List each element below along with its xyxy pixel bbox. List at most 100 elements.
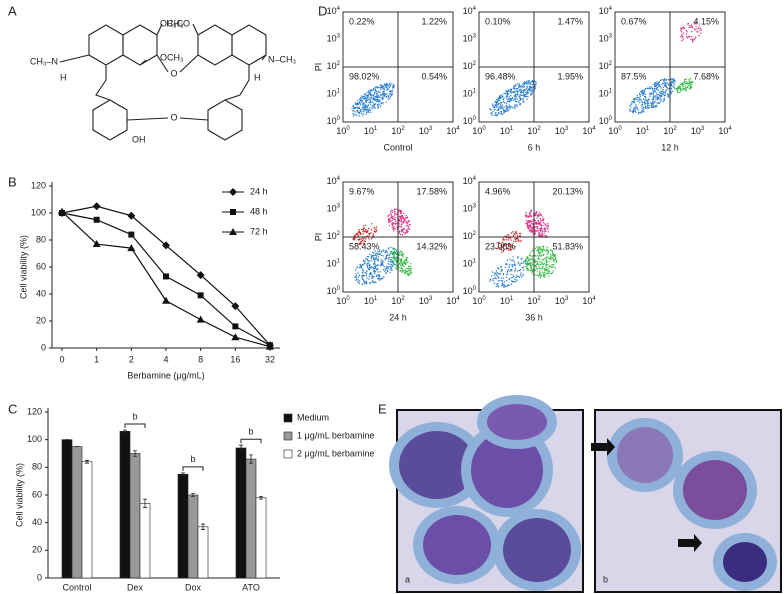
plot-label: 12 h: [661, 142, 679, 152]
quadrant-percent: 98.02%: [349, 71, 380, 81]
tick-exponent: 0: [473, 116, 477, 122]
event-dot: [510, 88, 512, 91]
event-dot: [530, 94, 533, 96]
event-dot: [508, 234, 510, 236]
event-dot: [389, 268, 391, 271]
event-dot: [510, 94, 512, 97]
event-dot: [510, 89, 513, 92]
event-dot: [645, 106, 647, 108]
event-dot: [543, 272, 545, 274]
event-dot: [514, 107, 516, 110]
event-dot: [365, 274, 368, 277]
event-dot: [387, 85, 390, 87]
event-dot: [527, 225, 530, 227]
event-dot: [653, 84, 656, 86]
x-tick-label: 2: [129, 354, 134, 364]
event-dot: [378, 90, 380, 93]
panel-letter: A: [8, 3, 17, 18]
tick-exponent: 2: [537, 126, 541, 132]
event-dot: [496, 272, 498, 274]
event-dot: [534, 230, 536, 232]
event-dot: [385, 256, 388, 258]
event-dot: [498, 108, 500, 111]
event-dot: [686, 86, 689, 89]
event-dot: [368, 269, 371, 271]
event-dot: [550, 249, 552, 251]
event-dot: [505, 263, 507, 266]
event-dot: [376, 90, 378, 93]
y-axis-label: PI: [313, 233, 323, 242]
tick-base: 10: [463, 286, 473, 296]
event-dot: [351, 107, 353, 110]
axis-tick-label: 100: [463, 286, 477, 297]
event-dot: [531, 264, 533, 266]
event-dot: [372, 94, 375, 96]
event-dot: [493, 282, 495, 284]
event-dot: [390, 209, 393, 212]
event-dot: [539, 251, 542, 254]
event-dot: [662, 92, 665, 94]
event-dot: [517, 257, 519, 259]
event-dot: [667, 95, 669, 98]
event-dot: [550, 259, 552, 261]
tick-exponent: 1: [646, 126, 650, 132]
event-dot: [393, 263, 396, 266]
event-dot: [380, 93, 382, 96]
event-dot: [376, 100, 378, 103]
event-dot: [390, 246, 392, 249]
significance-bracket: [182, 466, 204, 471]
event-dot: [659, 85, 661, 88]
cell-nucleus: [399, 431, 475, 499]
event-dot: [510, 232, 513, 234]
event-dot: [507, 107, 509, 109]
event-dot: [395, 220, 397, 222]
event-dot: [516, 104, 518, 106]
event-dot: [537, 230, 540, 232]
axis-tick-label: 101: [364, 126, 378, 137]
quadrant-percent: 0.67%: [621, 16, 647, 26]
event-dot: [369, 94, 372, 96]
event-dot: [536, 228, 538, 230]
event-dot: [509, 91, 512, 93]
tick-exponent: 1: [473, 88, 477, 94]
event-dot: [551, 249, 553, 252]
event-dot: [677, 90, 679, 92]
error-bar: [249, 454, 253, 464]
tick-base: 10: [327, 259, 337, 269]
event-dot: [391, 226, 393, 228]
event-dot: [655, 92, 658, 94]
event-dot: [377, 87, 379, 89]
event-dot: [515, 240, 517, 243]
event-dot: [530, 225, 532, 228]
event-dot: [365, 109, 368, 112]
event-dot: [633, 97, 636, 100]
event-dot: [395, 253, 398, 256]
event-dot: [522, 273, 524, 276]
event-dot: [388, 259, 390, 261]
event-dot: [357, 280, 359, 283]
quadrant-percent: 0.10%: [485, 16, 511, 26]
tick-exponent: 4: [728, 126, 732, 132]
event-dot: [388, 86, 391, 89]
event-dot: [401, 216, 403, 219]
cell-nucleus: [617, 427, 673, 483]
event-dot: [520, 85, 523, 87]
tick-base: 10: [463, 6, 473, 16]
event-dot: [640, 90, 643, 93]
event-dot: [672, 80, 674, 82]
event-dot: [679, 29, 682, 31]
event-dot: [379, 105, 382, 108]
event-dot: [361, 106, 364, 108]
event-dot: [539, 232, 541, 234]
event-dot: [390, 220, 392, 222]
tick-base: 10: [463, 204, 473, 214]
event-dot: [510, 249, 512, 251]
event-dot: [655, 83, 658, 85]
event-dot: [500, 270, 502, 273]
event-dot: [359, 99, 362, 101]
event-dot: [656, 102, 658, 104]
event-dot: [354, 237, 356, 239]
event-dot: [385, 272, 388, 274]
event-dot: [643, 101, 646, 104]
event-dot: [401, 264, 404, 267]
